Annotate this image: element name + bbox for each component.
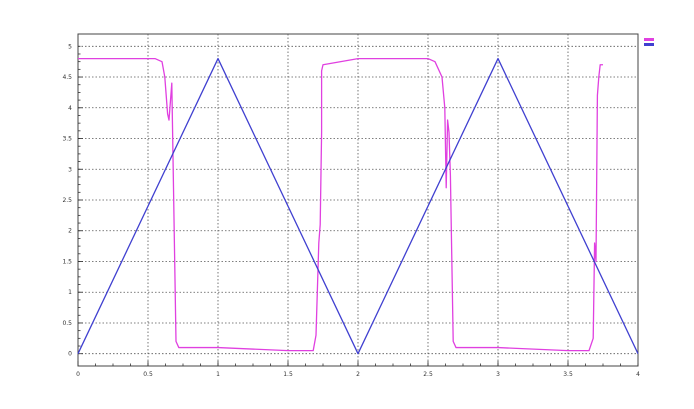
y-tick-label: 3.5 (62, 136, 72, 143)
x-tick-label: 3.5 (563, 371, 573, 378)
y-tick-label: 0 (68, 351, 72, 358)
x-tick-label: 4 (636, 371, 640, 378)
x-tick-label: 1 (216, 371, 220, 378)
x-tick-label: 0.5 (143, 371, 153, 378)
legend-swatch-1 (644, 38, 654, 41)
y-tick-label: 1.5 (62, 258, 72, 265)
series-line-1 (78, 57, 603, 352)
y-tick-label: 0.5 (62, 320, 72, 327)
x-tick-label: 3 (496, 371, 500, 378)
x-tick-label: 0 (76, 371, 80, 378)
y-tick-label: 2.5 (62, 197, 72, 204)
y-tick-label: 3 (68, 166, 72, 173)
y-tick-label: 4.5 (62, 74, 72, 81)
x-tick-label: 2.5 (423, 371, 433, 378)
x-tick-label: 1.5 (283, 371, 293, 378)
y-tick-label: 1 (68, 289, 72, 296)
y-tick-label: 4 (68, 105, 72, 112)
series-line-2 (77, 57, 639, 355)
y-tick-label: 5 (68, 43, 72, 50)
legend-swatch-2 (644, 43, 654, 46)
x-tick-label: 2 (356, 371, 360, 378)
y-tick-label: 2 (68, 228, 72, 235)
